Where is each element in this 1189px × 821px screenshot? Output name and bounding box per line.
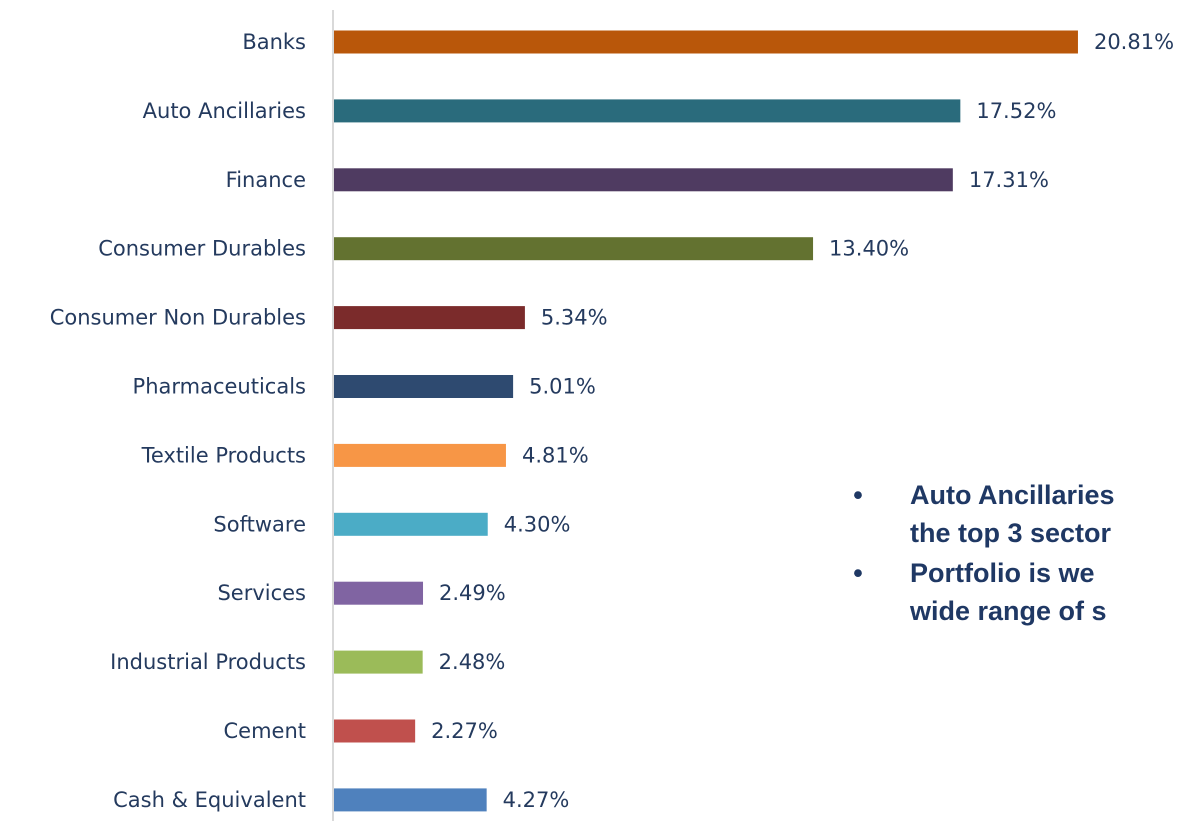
category-label: Software [213,512,306,536]
value-label: 4.81% [522,443,589,467]
note-line: wide range of s [910,596,1107,626]
bar [334,788,487,812]
bar [334,512,488,536]
category-label: Industrial Products [110,650,306,674]
bar [334,581,424,605]
value-label: 4.27% [503,788,570,812]
note-item: • Portfolio is we wide range of s [843,554,1189,630]
value-label: 4.30% [504,512,571,536]
bar [334,719,416,743]
category-label: Banks [242,30,306,54]
category-label: Pharmaceuticals [133,375,306,399]
value-label: 5.34% [541,306,608,330]
bullet-symbol: • [853,558,863,588]
category-label: Textile Products [141,443,306,467]
bar [334,443,506,467]
value-label: 2.27% [431,719,498,743]
note-line: Auto Ancillaries [910,480,1115,510]
value-label: 2.48% [439,650,506,674]
value-label: 17.52% [976,99,1056,123]
category-label: Finance [226,168,306,192]
bar [334,375,514,398]
bar [334,237,814,261]
bullet-symbol: • [853,480,863,510]
bar [334,650,423,674]
value-label: 5.01% [529,375,596,399]
value-label: 20.81% [1094,30,1174,54]
category-label: Cash & Equivalent [113,788,306,812]
bar [334,99,961,123]
notes-list: • Auto Ancillaries the top 3 sector • Po… [843,476,1189,632]
value-label: 17.31% [969,168,1049,192]
bar [334,30,1078,54]
category-label: Services [217,581,306,605]
value-label: 2.49% [439,581,506,605]
category-label: Consumer Durables [98,237,306,261]
bar [334,168,953,192]
note-line: the top 3 sector [910,518,1112,548]
category-label: Auto Ancillaries [143,99,306,123]
note-item: • Auto Ancillaries the top 3 sector [843,476,1189,552]
bar [334,306,525,330]
value-label: 13.40% [829,237,909,261]
category-label: Consumer Non Durables [50,306,306,330]
category-label: Cement [223,719,306,743]
bars-layer: Banks 20.81% Auto Ancillaries 17.52% Finance… [50,30,1174,812]
note-line: Portfolio is we [910,558,1095,588]
